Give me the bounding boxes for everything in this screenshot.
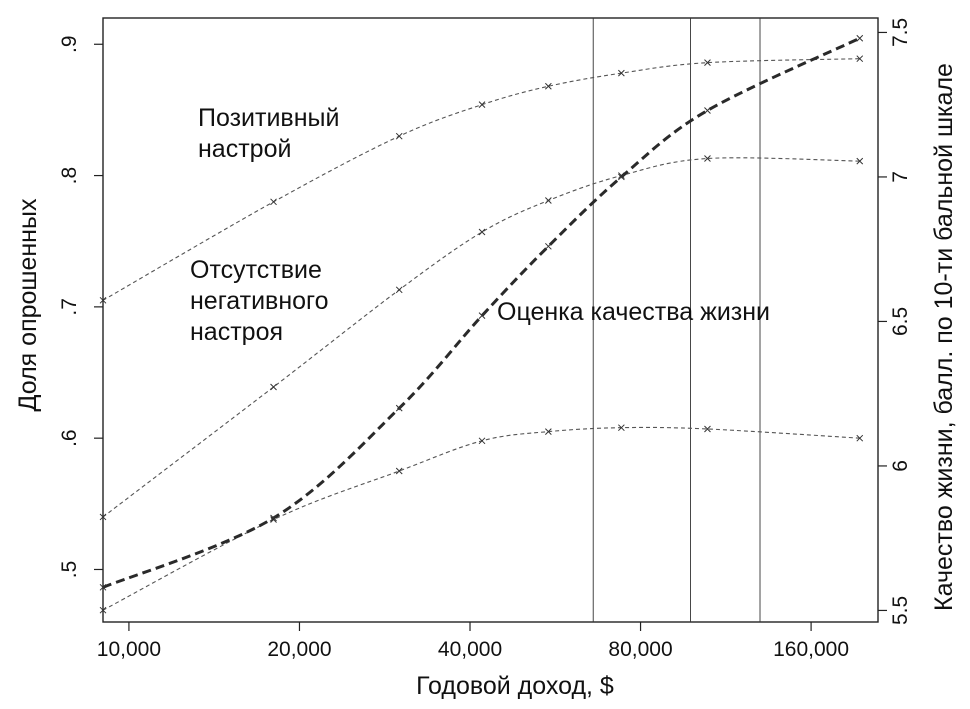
series-2-point <box>99 606 107 614</box>
left-y-tick-label: .9 <box>58 36 81 54</box>
vertical-reference-lines <box>592 18 761 622</box>
right-y-tick-label: 7 <box>889 171 912 183</box>
left-y-tick-label: .8 <box>58 167 81 185</box>
annotation-line: Оценка качества жизни <box>497 298 770 326</box>
left-y-tick-label: .7 <box>58 298 81 316</box>
annotation-line: Позитивный <box>198 104 339 132</box>
series-2-point <box>704 425 711 433</box>
series-0-point <box>99 296 107 304</box>
series-line-1 <box>102 157 860 518</box>
x-tick-label: 10,000 <box>97 638 161 661</box>
right-y-axis-label: Качество жизни, балл. по 10-ти бальной ш… <box>930 63 958 611</box>
series-2-point <box>395 467 403 475</box>
annotation-line: настрой <box>198 135 291 163</box>
annotation-life-evaluation: Оценка качества жизни <box>497 298 770 326</box>
series-1-point <box>856 157 864 165</box>
series-3-point <box>395 404 403 412</box>
series-3-point <box>618 173 625 181</box>
plot-frame <box>102 17 879 623</box>
series-3-point <box>270 514 277 522</box>
x-tick-label: 80,000 <box>608 638 672 661</box>
series-2-point <box>618 424 625 432</box>
left-y-axis-label: Доля опрошенных <box>14 198 42 411</box>
series-line-0 <box>102 58 860 301</box>
annotation-line: негативного <box>190 287 329 315</box>
series-3-point <box>704 107 711 114</box>
left-y-tick-label: .5 <box>58 561 81 579</box>
annotation-no-negative-mood: Отсутствие негативного настроя <box>190 256 329 346</box>
series-0-point <box>270 198 277 206</box>
right-y-tick-label: 6 <box>889 460 912 472</box>
series-1-point <box>704 155 711 162</box>
series-0-point <box>856 55 864 63</box>
series-0-point <box>545 82 552 90</box>
annotation-line: Отсутствие <box>190 256 322 284</box>
series-0-point <box>478 101 486 109</box>
left-y-tick-label: .6 <box>58 429 81 447</box>
annotation-positive-mood: Позитивный настрой <box>198 104 339 163</box>
series-3-point <box>99 583 107 591</box>
series-layer <box>99 34 864 614</box>
annotation-line: настроя <box>190 318 283 346</box>
right-y-tick-label: 6.5 <box>889 307 912 336</box>
series-3-point <box>856 34 864 42</box>
series-2-point <box>856 434 864 442</box>
series-1-point <box>478 228 486 236</box>
axes-layer: 10,000 20,000 40,000 80,000 160,000 .5 .6 .7 .8.… <box>58 18 912 661</box>
x-tick-label: 20,000 <box>267 638 331 661</box>
x-axis-label: Годовой доход, $ <box>416 672 614 700</box>
right-y-tick-label: 7.5 <box>889 18 912 47</box>
series-0-point <box>618 69 625 77</box>
series-line-2 <box>102 426 860 611</box>
series-0-point <box>704 59 711 66</box>
series-2-point <box>545 428 552 435</box>
series-1-point <box>395 286 403 294</box>
x-tick-label: 160,000 <box>773 638 849 661</box>
right-y-tick-label: 5.5 <box>889 596 912 625</box>
series-3-point <box>478 312 486 320</box>
series-1-point <box>545 197 552 204</box>
x-tick-label: 40,000 <box>438 638 502 661</box>
series-0-point <box>395 132 403 140</box>
series-1-point <box>270 383 277 391</box>
series-2-point <box>478 437 486 445</box>
series-1-point <box>99 513 107 521</box>
series-3-point <box>545 242 552 250</box>
